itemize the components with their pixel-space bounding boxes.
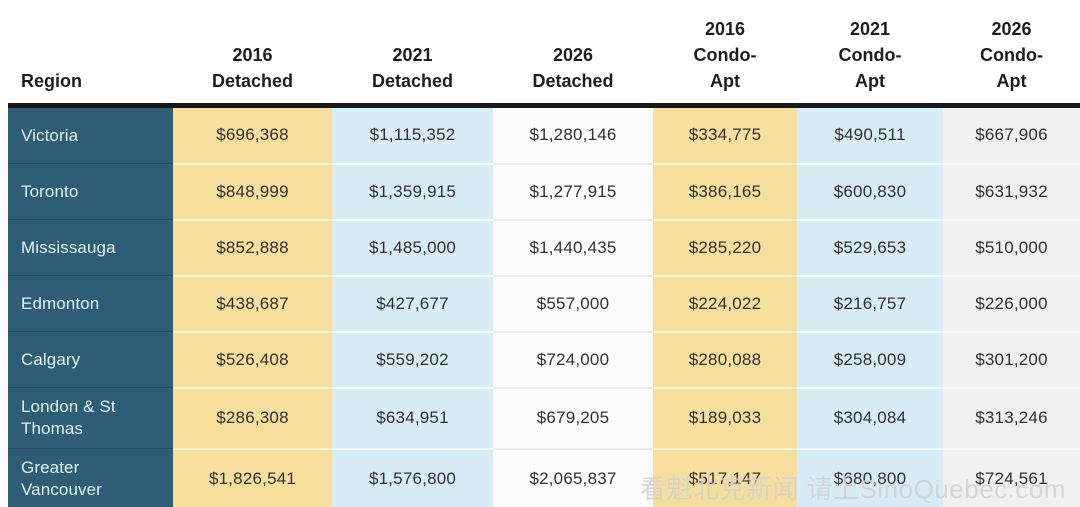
price-cell: $529,653 — [797, 218, 943, 276]
price-cell: $438,687 — [173, 274, 332, 332]
price-cell: $526,408 — [173, 330, 332, 388]
region-cell: London & St Thomas — [8, 387, 173, 449]
price-cell: $1,280,146 — [493, 105, 653, 164]
price-cell: $224,022 — [653, 274, 797, 332]
price-cell: $301,200 — [943, 330, 1080, 388]
region-cell: Victoria — [8, 105, 173, 164]
price-cell: $631,932 — [943, 162, 1080, 220]
price-cell: $1,359,915 — [332, 162, 493, 220]
price-cell: $1,277,915 — [493, 162, 653, 220]
column-header-1: 2016 Detached — [173, 6, 332, 108]
price-cell: $280,088 — [653, 330, 797, 388]
price-cell: $226,000 — [943, 274, 1080, 332]
price-cell: $427,677 — [332, 274, 493, 332]
table-row: Edmonton $438,687 $427,677 $557,000 $224,022… — [8, 274, 1080, 332]
table-header: Region 2016 Detached 2021 Detached 2026 Detach… — [8, 6, 1080, 108]
region-cell: Toronto — [8, 163, 173, 220]
price-cell: $304,084 — [797, 386, 943, 449]
table-row: London & St Thomas $286,308 $634,951 $679,2… — [8, 386, 1080, 449]
price-cell: $679,205 — [493, 386, 653, 449]
region-cell: Mississauga — [8, 219, 173, 276]
price-cell: $1,440,435 — [493, 218, 653, 276]
price-cell: $1,115,352 — [332, 105, 493, 164]
column-header-4: 2016 Condo- Apt — [653, 6, 797, 108]
price-cell: $667,906 — [943, 105, 1080, 164]
region-cell: Edmonton — [8, 275, 173, 332]
table-row: Mississauga $852,888 $1,485,000 $1,440,435 $… — [8, 218, 1080, 276]
price-cell: $286,308 — [173, 386, 332, 449]
price-cell: $189,033 — [653, 386, 797, 449]
price-cell: $696,368 — [173, 105, 332, 164]
table-row: Calgary $526,408 $559,202 $724,000 $280,088 $… — [8, 330, 1080, 388]
price-cell: $680,800 — [797, 447, 943, 507]
header-row: Region 2016 Detached 2021 Detached 2026 Detach… — [8, 6, 1080, 108]
price-cell: $258,009 — [797, 330, 943, 388]
table-row: Greater Vancouver $1,826,541 $1,576,800 $2,… — [8, 447, 1080, 507]
price-cell: $386,165 — [653, 162, 797, 220]
price-cell: $848,999 — [173, 162, 332, 220]
price-cell: $1,576,800 — [332, 447, 493, 507]
table-row: Victoria $696,368 $1,115,352 $1,280,146 $334… — [8, 105, 1080, 164]
price-cell: $1,826,541 — [173, 447, 332, 507]
column-header-region: Region — [8, 6, 173, 108]
price-cell: $510,000 — [943, 218, 1080, 276]
price-cell: $634,951 — [332, 386, 493, 449]
region-cell: Greater Vancouver — [8, 448, 173, 507]
price-cell: $216,757 — [797, 274, 943, 332]
price-cell: $2,065,837 — [493, 447, 653, 507]
price-cell: $490,511 — [797, 105, 943, 164]
price-cell: $285,220 — [653, 218, 797, 276]
housing-price-table: Region 2016 Detached 2021 Detached 2026 Detach… — [8, 6, 1080, 507]
table-body: Victoria $696,368 $1,115,352 $1,280,146 $334… — [8, 105, 1080, 507]
price-cell: $724,561 — [943, 447, 1080, 507]
column-header-3: 2026 Detached — [493, 6, 653, 108]
column-header-2: 2021 Detached — [332, 6, 493, 108]
table-row: Toronto $848,999 $1,359,915 $1,277,915 $386,… — [8, 162, 1080, 220]
column-header-5: 2021 Condo- Apt — [797, 6, 943, 108]
price-cell: $1,485,000 — [332, 218, 493, 276]
column-header-6: 2026 Condo- Apt — [943, 6, 1080, 108]
price-cell: $724,000 — [493, 330, 653, 388]
price-cell: $334,775 — [653, 105, 797, 164]
price-cell: $600,830 — [797, 162, 943, 220]
price-cell: $559,202 — [332, 330, 493, 388]
price-cell: $313,246 — [943, 386, 1080, 449]
region-cell: Calgary — [8, 331, 173, 388]
price-cell: $852,888 — [173, 218, 332, 276]
price-cell: $517,147 — [653, 447, 797, 507]
price-cell: $557,000 — [493, 274, 653, 332]
